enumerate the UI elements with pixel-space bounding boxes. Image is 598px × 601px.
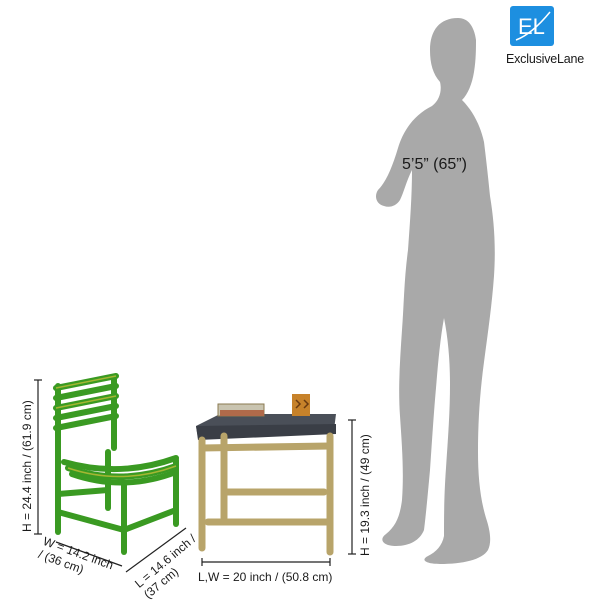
table-height-label: H = 19.3 inch / (49 cm) — [358, 434, 372, 556]
figure-height-label: 5’5” (65”) — [402, 156, 467, 173]
chair-height-label: H = 24.4 inch / (61.9 cm) — [20, 400, 34, 532]
table-length-width-label: L,W = 20 inch / (50.8 cm) — [198, 570, 333, 584]
logo-mark: EL — [518, 14, 545, 39]
brand-name: ExclusiveLane — [506, 52, 585, 66]
brand-logo: EL ExclusiveLane — [506, 6, 598, 72]
el-logo-icon: EL — [510, 6, 554, 46]
